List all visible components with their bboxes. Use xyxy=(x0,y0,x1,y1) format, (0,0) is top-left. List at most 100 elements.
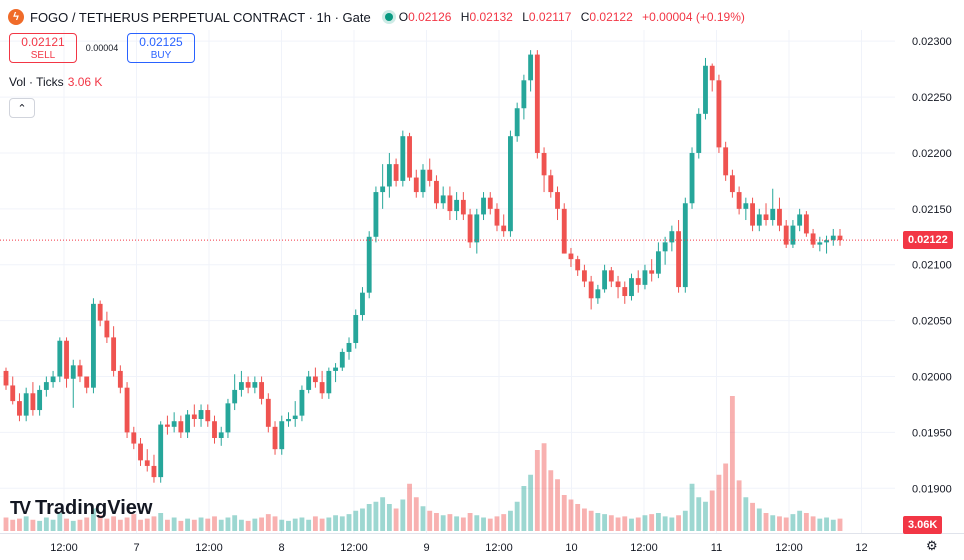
candle-body xyxy=(669,231,675,243)
volume-bar xyxy=(131,514,137,531)
volume-bar xyxy=(763,513,769,531)
candle-body xyxy=(716,80,722,148)
candle-body xyxy=(232,389,238,404)
chevron-up-icon: ⌃ xyxy=(17,102,27,115)
x-tick-label: 12:00 xyxy=(630,542,658,554)
volume-bar xyxy=(111,516,117,531)
close-label: C xyxy=(580,10,590,24)
volume-bar xyxy=(10,519,16,531)
open-label: O xyxy=(398,10,409,24)
candle-body xyxy=(797,214,803,226)
open-value: 0.02126 xyxy=(408,10,452,24)
gear-icon[interactable]: ⚙ xyxy=(926,538,938,553)
candle-body xyxy=(588,281,594,299)
candle-body xyxy=(622,287,628,297)
volume-bar xyxy=(521,486,527,531)
volume-bar xyxy=(212,516,217,531)
volume-bar xyxy=(756,508,762,531)
volume-bar xyxy=(17,518,22,531)
volume-bar xyxy=(400,499,406,531)
candle-body xyxy=(817,242,823,245)
y-tick-label: 0.02050 xyxy=(912,316,952,328)
candle-body xyxy=(37,389,43,411)
volume-bar xyxy=(682,510,688,531)
candle-body xyxy=(144,460,150,466)
volume-bar xyxy=(205,518,211,531)
candle-body xyxy=(191,414,197,419)
buy-button[interactable]: 0.02125 BUY xyxy=(127,33,195,63)
candle-body xyxy=(655,251,661,274)
candle-body xyxy=(743,203,749,209)
candle-body xyxy=(218,432,224,438)
volume-bar xyxy=(77,519,83,531)
volume-bar xyxy=(144,518,150,531)
candle-body xyxy=(17,401,22,416)
candle-body xyxy=(164,424,170,427)
volume-bar xyxy=(729,396,735,531)
candle-body xyxy=(212,421,217,438)
candle-body xyxy=(43,382,49,390)
volume-bar xyxy=(171,517,177,531)
candle-body xyxy=(810,233,816,245)
candle-body xyxy=(427,169,433,181)
candle-body xyxy=(676,231,682,288)
volume-bar xyxy=(736,480,742,531)
volume-bar xyxy=(460,517,466,531)
candle-body xyxy=(104,320,110,338)
volume-bar xyxy=(487,518,493,531)
candle-body xyxy=(124,387,130,433)
volume-bar xyxy=(70,520,76,531)
volume-bar xyxy=(279,519,285,531)
candle-body xyxy=(528,54,534,81)
symbol-title[interactable]: FOGO / TETHERUS PERPETUAL CONTRACT · 1h … xyxy=(30,9,371,25)
volume-bar xyxy=(286,520,291,531)
candle-body xyxy=(736,192,742,209)
chart-header: ϟ FOGO / TETHERUS PERPETUAL CONTRACT · 1… xyxy=(8,6,751,28)
volume-bar xyxy=(427,510,433,531)
high-value: 0.02132 xyxy=(469,10,513,24)
volume-bar xyxy=(23,516,29,531)
candle-body xyxy=(360,292,365,316)
candle-body xyxy=(635,278,641,285)
candle-body xyxy=(198,410,204,419)
tradingview-logo[interactable]: TV TradingView xyxy=(10,497,152,520)
candle-body xyxy=(131,432,137,444)
candle-body xyxy=(521,80,527,109)
volume-legend[interactable]: Vol · Ticks 3.06 K xyxy=(9,75,102,89)
candle-body xyxy=(326,370,332,394)
candle-body xyxy=(447,195,453,212)
candle-body xyxy=(467,214,473,243)
candle-body xyxy=(696,113,702,153)
candle-body xyxy=(581,270,587,282)
candle-body xyxy=(3,370,9,386)
volume-bar xyxy=(238,519,244,531)
candle-body xyxy=(111,337,117,371)
collapse-legend-button[interactable]: ⌃ xyxy=(9,98,35,118)
volume-bar xyxy=(743,497,749,531)
candle-body xyxy=(548,175,554,193)
sell-button[interactable]: 0.02121 SELL xyxy=(9,33,77,63)
volume-bar xyxy=(272,516,278,531)
market-status-icon xyxy=(384,13,393,21)
volume-bar xyxy=(655,513,661,531)
candle-body xyxy=(91,303,96,388)
volume-bar xyxy=(703,501,708,531)
buy-label: BUY xyxy=(150,50,172,61)
volume-bar xyxy=(770,515,776,531)
candle-body xyxy=(454,199,460,212)
volume-bar xyxy=(810,516,816,531)
volume-bar xyxy=(615,517,621,531)
volume-bar xyxy=(292,518,298,531)
volume-bar xyxy=(57,513,63,531)
candle-body xyxy=(756,214,762,226)
volume-bar xyxy=(824,517,829,531)
candle-body xyxy=(824,240,829,243)
candle-body xyxy=(366,236,372,293)
volume-bar xyxy=(43,517,49,531)
candle-body xyxy=(508,136,513,232)
volume-bar xyxy=(561,495,567,531)
volume-bar xyxy=(440,515,446,531)
low-value: 0.02117 xyxy=(528,10,572,24)
candle-body xyxy=(346,342,352,352)
